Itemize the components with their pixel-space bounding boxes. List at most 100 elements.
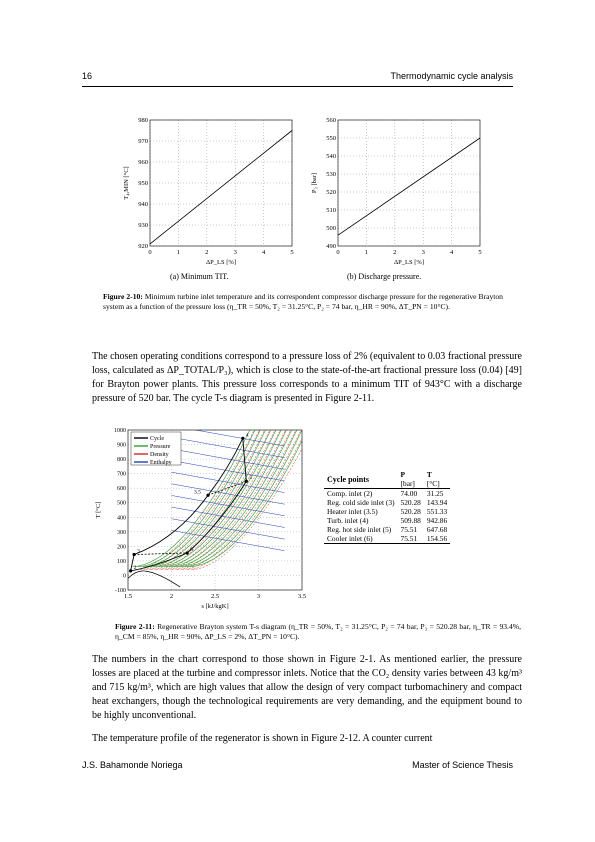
figure-2-11-caption: Figure 2-11: Regenerative Brayton system… [115,622,521,642]
x-tick-label: 2.5 [211,593,219,600]
y-tick-label: 960 [138,159,148,166]
x-axis-label: s [kJ/kgK] [201,603,228,610]
y-tick-label: 970 [138,138,148,145]
isochore-line [134,430,255,570]
isochore-line [171,430,291,570]
regenerator-line [134,552,188,555]
cycle-point-label: 4 [246,432,249,438]
page-number: 16 [82,71,93,81]
y-tick-label: 920 [138,243,148,250]
isobar-line [132,430,251,567]
x-tick-label: 1.5 [124,593,132,600]
cycle-point [132,552,136,557]
footer-author: J.S. Bahamonde Noriega [82,760,183,770]
data-line [337,137,481,236]
cycle-point-label: 2 [134,565,137,571]
isochore-line [145,430,265,570]
isobar-line [174,430,292,567]
x-tick-label: 2 [170,593,173,600]
y-tick-label: 550 [326,135,336,142]
isochore-line [161,430,281,570]
x-axis-label: ΔP_LS [%] [206,259,236,266]
isobar-line [168,430,287,567]
y-tick-label: 490 [326,243,336,250]
y-axis-label: T [°C] [95,502,102,519]
table-cell-name: Reg. cold side inlet (3) [327,498,395,507]
enthalpy-line [171,448,285,470]
isochore-line [181,430,302,570]
table-header-t: T [426,470,432,479]
enthalpy-line [171,495,285,517]
section-title: Thermodynamic cycle analysis [390,71,513,81]
legend-label: Enthalpy [150,460,172,466]
y-tick-label: 980 [138,117,148,124]
table-header-t-unit: [°C] [426,479,440,488]
isochore-line [150,430,271,570]
y-axis-label: T₄,MIN [°C] [123,166,130,199]
caption-text: Regenerative Brayton system T-s diagram … [115,622,521,641]
table-cell-name: Cooler inlet (6) [327,534,373,543]
paragraph: The chosen operating conditions correspo… [92,351,522,404]
paragraph: The temperature profile of the regenerat… [92,733,433,744]
saturation-curve [127,570,181,588]
data-line [149,130,293,245]
page-footer: J.S. Bahamonde Noriega Master of Science… [82,760,513,774]
table-cell-name: Comp. inlet (2) [327,489,373,498]
x-tick-label: 2 [205,249,208,256]
table-row: Heater inlet (3.5) 520.28 551.33 [324,507,450,516]
cycle-line [130,554,135,571]
enthalpy-line [171,471,285,493]
isobar-line [189,439,302,567]
table-row: Turb. inlet (4) 509.88 942.86 [324,516,450,525]
x-tick-label: 3.5 [298,593,306,600]
x-tick-label: 1 [365,249,368,256]
table-row: Reg. cold side inlet (3) 520.28 143.94 [324,498,450,507]
caption-label: Figure 2-11: [115,622,155,631]
table-cell-t: 942.86 [426,516,448,525]
enthalpy-line [171,506,285,528]
cycle-point-label: 3.5 [194,489,201,495]
isochore-line [166,430,286,570]
enthalpy-line [171,530,285,551]
table-row: Reg. hot side inlet (5) 75.51 647.68 [324,525,450,534]
y-tick-label: 930 [138,222,148,229]
figure-2-10-caption: Figure 2-10: Minimum turbine inlet tempe… [103,292,503,312]
y-tick-label: 800 [117,457,126,463]
table-cell-t: 143.94 [426,498,448,507]
y-tick-label: 0 [123,573,126,579]
y-axis-label: P₃ [bar] [311,173,318,193]
caption-label: Figure 2-10: [103,292,143,301]
chart-ts-diagram: 1.5 2 2.5 3 3.5 -100 0 100 200 300 400 500 600 700 800… [95,428,306,610]
table-cell-name: Heater inlet (3.5) [327,507,378,516]
plot-frame [127,429,303,591]
table-cell-p: 74.00 [400,489,418,498]
x-axis-label: ΔP_LS [%] [394,259,424,266]
y-tick-label: 530 [326,171,336,178]
table-cell-t: 551.33 [426,507,448,516]
cycle-point-label: 5 [249,475,252,481]
isochore-line [176,430,297,570]
y-tick-label: 600 [117,486,126,492]
plot-frame [149,119,293,247]
x-tick-label: 0 [148,249,151,256]
isochore-line [192,447,302,570]
enthalpy-line [171,518,285,540]
legend-label: Cycle [150,436,164,442]
legend-label: Density [150,452,169,458]
table-header-name: Cycle points [327,474,369,484]
cycle-point [129,569,133,573]
enthalpy-line [171,483,285,505]
isobar-line [163,430,282,567]
x-tick-label: 3 [257,593,260,600]
table-cell-t: 154.56 [426,534,448,543]
x-tick-label: 3 [422,249,425,256]
x-tick-label: 4 [262,249,266,256]
isobar-line [158,430,277,567]
y-tick-label: 500 [117,501,126,507]
header-rule [82,86,513,87]
table-header-p: P [400,470,406,479]
table-cell-p: 75.51 [400,534,418,543]
cycle-point-label: 3 [137,549,140,555]
y-tick-label: 500 [326,225,336,232]
y-tick-label: 200 [117,544,126,550]
